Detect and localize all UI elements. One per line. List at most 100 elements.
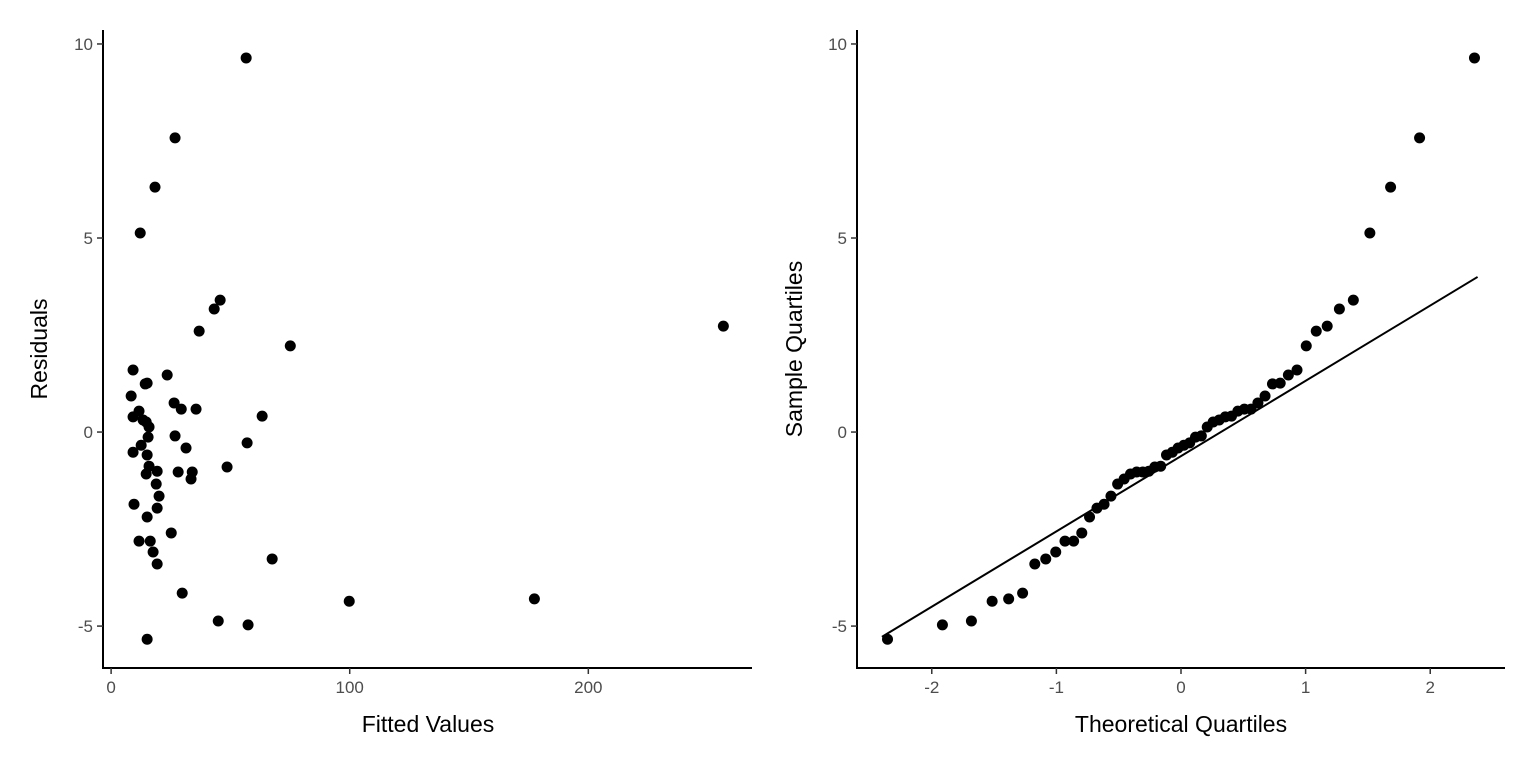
data-point bbox=[128, 498, 140, 510]
data-point bbox=[717, 320, 729, 332]
x-tick-label: 2 bbox=[1425, 678, 1434, 697]
data-point bbox=[1364, 227, 1376, 239]
x-tick-label: -2 bbox=[924, 678, 939, 697]
data-point bbox=[133, 535, 145, 547]
data-point bbox=[127, 411, 139, 423]
data-point bbox=[151, 502, 163, 514]
data-point bbox=[127, 446, 139, 458]
data-point bbox=[212, 615, 224, 627]
data-point bbox=[168, 397, 180, 409]
data-point bbox=[1282, 369, 1294, 381]
data-point bbox=[1059, 535, 1071, 547]
data-point bbox=[139, 378, 151, 390]
x-tick-label: 1 bbox=[1301, 678, 1310, 697]
data-point bbox=[1098, 498, 1110, 510]
data-point bbox=[1155, 460, 1167, 472]
data-point bbox=[141, 449, 153, 461]
data-point bbox=[1003, 593, 1015, 605]
y-tick-label: -5 bbox=[78, 617, 93, 636]
data-point bbox=[241, 437, 253, 449]
data-point bbox=[1291, 364, 1303, 376]
data-point bbox=[169, 430, 181, 442]
data-point bbox=[144, 535, 156, 547]
data-point bbox=[141, 511, 153, 523]
x-tick-label: 200 bbox=[574, 678, 602, 697]
data-point bbox=[1084, 511, 1096, 523]
data-point bbox=[1105, 490, 1117, 502]
data-point bbox=[165, 527, 177, 539]
data-point bbox=[1195, 430, 1207, 442]
data-point bbox=[151, 558, 163, 570]
data-point bbox=[256, 410, 268, 422]
data-point bbox=[214, 294, 226, 306]
data-point bbox=[284, 340, 296, 352]
data-point bbox=[208, 303, 220, 315]
data-point bbox=[150, 478, 162, 490]
data-point bbox=[1333, 303, 1345, 315]
data-point bbox=[242, 619, 254, 631]
y-axis-title-sample: Sample Quartiles bbox=[781, 261, 807, 437]
x-axis-title-fitted: Fitted Values bbox=[362, 711, 495, 737]
data-point bbox=[141, 633, 153, 645]
data-point bbox=[1300, 340, 1312, 352]
data-point bbox=[1252, 397, 1264, 409]
data-point bbox=[528, 593, 540, 605]
data-point bbox=[965, 615, 977, 627]
data-point bbox=[1385, 181, 1397, 193]
data-point bbox=[140, 468, 152, 480]
x-tick-label: -1 bbox=[1049, 678, 1064, 697]
data-point bbox=[1310, 325, 1322, 337]
data-point bbox=[240, 52, 252, 64]
data-point bbox=[1050, 546, 1062, 558]
data-point bbox=[1259, 390, 1271, 402]
data-point bbox=[153, 490, 165, 502]
y-tick-label: 0 bbox=[838, 423, 847, 442]
data-point bbox=[142, 431, 154, 443]
data-point bbox=[1029, 558, 1041, 570]
data-point bbox=[986, 595, 998, 607]
data-point bbox=[1076, 527, 1088, 539]
x-tick-label: 0 bbox=[106, 678, 115, 697]
data-point bbox=[161, 369, 173, 381]
data-point bbox=[175, 403, 187, 415]
data-point bbox=[135, 439, 147, 451]
data-point bbox=[1040, 553, 1052, 565]
data-point bbox=[193, 325, 205, 337]
data-point bbox=[143, 421, 155, 433]
data-point bbox=[343, 595, 355, 607]
data-point bbox=[176, 587, 188, 599]
data-point bbox=[151, 465, 163, 477]
data-point bbox=[149, 181, 161, 193]
data-point bbox=[221, 461, 233, 473]
data-point bbox=[169, 132, 181, 144]
y-tick-label: 5 bbox=[838, 229, 847, 248]
data-point bbox=[147, 546, 159, 558]
data-point bbox=[185, 473, 197, 485]
data-point bbox=[882, 633, 894, 645]
data-point bbox=[1347, 294, 1359, 306]
y-tick-label: 10 bbox=[74, 35, 93, 54]
qq-plot-panel: -2 -1 0 1 2 -5 0 5 10 bbox=[828, 30, 1505, 697]
y-tick-label: 5 bbox=[84, 229, 93, 248]
x-tick-label: 0 bbox=[1176, 678, 1185, 697]
data-point bbox=[1017, 587, 1029, 599]
data-point bbox=[127, 364, 139, 376]
data-point bbox=[936, 619, 948, 631]
data-point bbox=[1321, 320, 1333, 332]
y-tick-label: -5 bbox=[832, 617, 847, 636]
data-point bbox=[1068, 535, 1080, 547]
residuals-vs-fitted-panel: 0 100 200 -5 0 5 10 bbox=[74, 30, 752, 697]
data-point bbox=[134, 227, 146, 239]
y-tick-label: 0 bbox=[84, 423, 93, 442]
data-point bbox=[1274, 377, 1286, 389]
data-point bbox=[180, 442, 192, 454]
data-point bbox=[125, 390, 137, 402]
qq-reference-line bbox=[881, 276, 1479, 638]
data-point bbox=[1414, 132, 1426, 144]
data-point bbox=[172, 466, 184, 478]
x-tick-label: 100 bbox=[336, 678, 364, 697]
data-point bbox=[190, 403, 202, 415]
data-point bbox=[1468, 52, 1480, 64]
x-axis-title-theoretical: Theoretical Quartiles bbox=[1075, 711, 1287, 737]
